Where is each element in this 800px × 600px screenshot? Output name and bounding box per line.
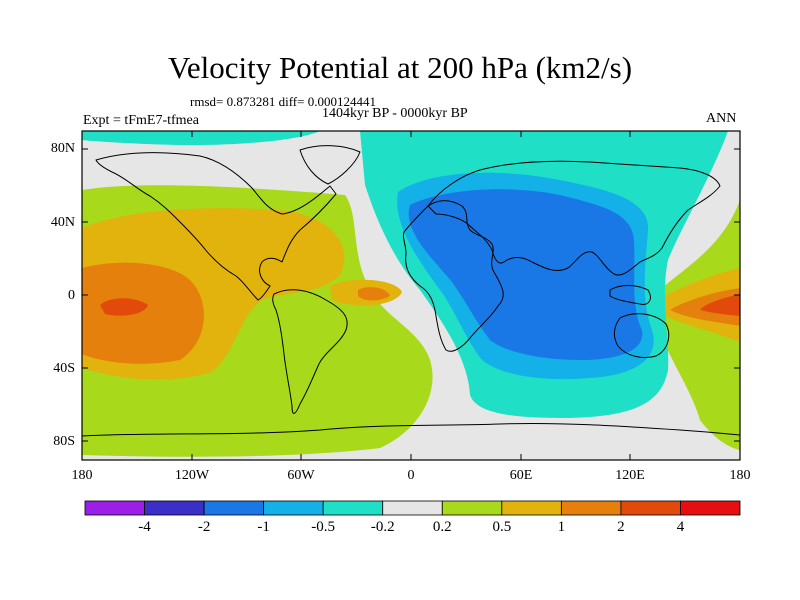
colorbar-tick-label: 0.5 [492, 519, 512, 535]
lat-label-40n: 40N [50, 215, 75, 230]
axis-ticks [82, 131, 740, 460]
australia-coast [613, 313, 670, 359]
colorbar-swatch [84, 500, 145, 516]
positive-max-region-east [700, 294, 740, 316]
colorbar-swatch [322, 500, 384, 516]
colorbar-swatch [680, 500, 741, 516]
lon-label-120e: 120E [615, 468, 645, 483]
colorbar [84, 500, 741, 516]
colorbar-swatch [203, 500, 265, 516]
lon-label-180w: 180 [71, 468, 93, 483]
lon-label-180e: 180 [729, 468, 751, 483]
eurasia-coast [427, 160, 721, 276]
colorbar-tick-label: -4 [138, 519, 151, 535]
lat-label-0: 0 [68, 288, 75, 303]
colorbar-tick-label: 0.2 [432, 519, 452, 535]
colorbar-swatch [560, 500, 622, 516]
period-text: 1404kyr BP - 0000kyr BP [322, 106, 468, 121]
lon-label-120w: 120W [174, 468, 210, 483]
colorbar-tick-label: -0.2 [370, 519, 395, 535]
lat-label-80n: 80N [50, 141, 75, 156]
antarctica-coast [82, 422, 740, 437]
europe-africa-coast [402, 200, 504, 352]
lat-label-40s: 40S [53, 361, 75, 376]
colorbar-swatch [620, 500, 681, 516]
positive-strong-region-atlantic [358, 287, 390, 301]
lon-label-60e: 60E [509, 468, 533, 483]
lon-label-0: 0 [407, 468, 415, 483]
stats-text: rmsd= 0.873281 diff= 0.000124441 [190, 94, 376, 109]
contour-field [82, 131, 740, 460]
season-label: ANN [706, 111, 737, 126]
south-america-coast [272, 289, 348, 414]
lat-label-80s: 80S [53, 434, 75, 449]
maritime-continent-coast [609, 285, 651, 305]
negative-weak-region-arctic [82, 131, 320, 146]
coastlines [82, 145, 740, 437]
positive-max-region [100, 298, 148, 316]
colorbar-tick-label: -2 [197, 519, 211, 535]
north-america-coast [95, 152, 337, 301]
colorbar-swatch [144, 500, 205, 516]
colorbar-swatch [263, 500, 324, 516]
negative-strong-region [408, 189, 643, 360]
greenland-coast [299, 145, 361, 185]
colorbar-tick-label: 4 [676, 519, 685, 535]
map-title: Velocity Potential at 200 hPa (km2/s) [167, 50, 633, 85]
colorbar-swatch [441, 500, 503, 516]
positive-strong-region [82, 262, 204, 364]
colorbar-tick-label: 1 [557, 519, 566, 535]
colorbar-swatch [382, 500, 443, 516]
colorbar-tick-label: -1 [257, 519, 270, 535]
experiment-label: Expt = tFmE7-tfmea [83, 113, 199, 128]
lon-label-60w: 60W [287, 468, 315, 483]
colorbar-tick-label: 2 [617, 519, 625, 535]
colorbar-swatch [501, 500, 562, 516]
colorbar-tick-label: -0.5 [311, 519, 336, 535]
